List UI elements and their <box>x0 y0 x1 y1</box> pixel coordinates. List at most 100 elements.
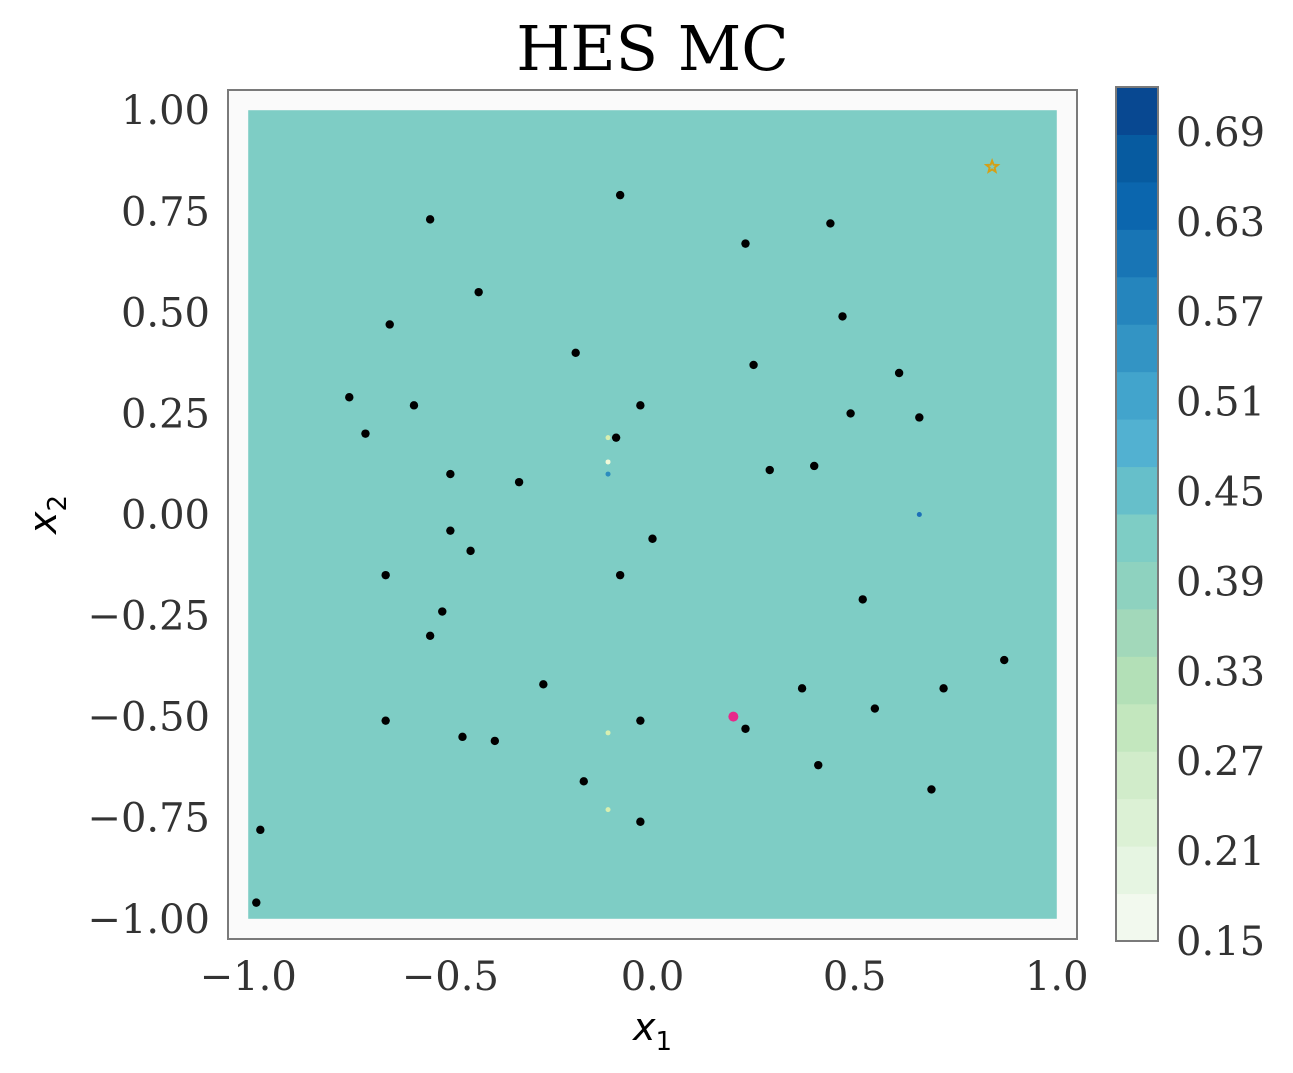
sample-point <box>870 704 880 713</box>
sample-point <box>838 312 847 321</box>
colorbar-tick-label: 0.51 <box>1176 380 1265 426</box>
colorbar-band <box>1116 419 1158 468</box>
field-artifact <box>605 459 611 465</box>
colorbar-tick-label: 0.45 <box>1176 470 1265 516</box>
field-artifacts <box>605 435 922 813</box>
sample-point <box>361 429 370 438</box>
sample-point <box>741 724 750 733</box>
field-artifact <box>605 730 611 736</box>
colorbar-band <box>1116 656 1158 705</box>
sample-point <box>252 898 261 907</box>
colorbar-tick-label: 0.15 <box>1176 919 1265 965</box>
y-axis-label: x2 <box>21 495 73 535</box>
sample-point <box>539 680 548 689</box>
colorbar-band <box>1116 134 1158 183</box>
sample-point <box>446 526 455 535</box>
colorbar-tick-label: 0.63 <box>1176 200 1265 246</box>
sample-point <box>894 368 904 378</box>
y-tick-label: 0.50 <box>121 290 210 336</box>
colorbar-frame <box>1115 86 1159 942</box>
sample-point <box>385 320 394 329</box>
chart-title: HES MC <box>516 12 788 85</box>
colorbar-tick-label: 0.27 <box>1176 739 1265 785</box>
sample-point <box>579 777 588 786</box>
y-tick-label: −0.75 <box>87 796 210 842</box>
sample-point <box>797 684 807 693</box>
sample-point <box>648 534 657 543</box>
colorbar-band <box>1116 87 1158 135</box>
sample-points <box>252 190 1009 907</box>
sample-point <box>814 760 823 770</box>
sample-point <box>765 465 774 475</box>
y-tick-label: −1.00 <box>87 897 210 943</box>
colorbar-band <box>1116 561 1158 610</box>
colorbar-ticks: 0.15 0.21 0.27 0.33 0.39 0.45 0.51 0.57 0.63 0.69 <box>1176 110 1265 965</box>
y-axis-ticks: 1.00 0.75 0.50 0.25 0.00 −0.25 −0.50 −0.75 −1.00 <box>87 88 210 943</box>
sample-point <box>636 817 645 826</box>
sample-point <box>1000 655 1009 665</box>
sample-point <box>615 570 625 580</box>
colorbar-band <box>1116 893 1158 942</box>
colorbar-band <box>1116 466 1158 515</box>
y-tick-label: 0.00 <box>121 493 210 539</box>
sample-point <box>636 716 645 725</box>
colorbar-band <box>1116 229 1158 278</box>
colorbar-bands <box>1116 87 1158 942</box>
sample-point <box>915 413 924 422</box>
colorbar-band <box>1116 371 1158 420</box>
colorbar-band <box>1116 324 1158 373</box>
sample-point <box>425 215 435 224</box>
x-axis-label-main: x <box>632 1005 656 1049</box>
x-tick-label: 1.0 <box>1025 954 1089 1000</box>
field-artifact <box>605 435 611 441</box>
sample-point <box>749 360 758 370</box>
x-tick-label: −0.5 <box>402 954 499 1000</box>
sample-point <box>810 461 819 471</box>
sample-point <box>381 570 390 580</box>
sample-point <box>636 401 645 410</box>
sample-point <box>438 607 447 616</box>
colorbar: 0.15 0.21 0.27 0.33 0.39 0.45 0.51 0.57 0.63 0.69 <box>1115 86 1265 965</box>
y-axis-label-group: x2 <box>21 495 73 535</box>
colorbar-tick-label: 0.57 <box>1176 290 1265 336</box>
sample-point <box>741 239 750 248</box>
sample-point <box>256 825 265 835</box>
sample-point <box>458 732 467 742</box>
sample-point <box>466 546 475 556</box>
sample-point <box>345 393 354 402</box>
colorbar-band <box>1116 276 1158 325</box>
colorbar-tick-label: 0.69 <box>1176 110 1265 156</box>
markers <box>728 158 1001 722</box>
sample-point <box>381 716 390 725</box>
highlight-point <box>728 711 739 722</box>
y-tick-label: −0.25 <box>87 594 210 640</box>
colorbar-band <box>1116 608 1158 657</box>
x-tick-label: 0.0 <box>621 954 685 1000</box>
sample-point <box>474 287 483 297</box>
sample-point <box>615 190 625 200</box>
colorbar-tick-label: 0.39 <box>1176 559 1265 605</box>
sample-point <box>514 477 524 487</box>
star-marker <box>983 158 1001 174</box>
sample-point <box>490 736 500 746</box>
colorbar-band <box>1116 703 1158 752</box>
colorbar-band <box>1116 798 1158 847</box>
sample-point <box>826 219 835 228</box>
sample-point <box>425 631 435 640</box>
y-axis-label-subscript: 2 <box>43 495 73 512</box>
y-tick-label: −0.50 <box>87 695 210 741</box>
sample-point <box>846 409 855 418</box>
sample-point <box>571 348 580 357</box>
y-tick-label: 0.75 <box>121 189 210 235</box>
sample-point <box>927 785 936 794</box>
colorbar-tick-label: 0.21 <box>1176 829 1265 875</box>
field-artifact <box>916 512 922 517</box>
colorbar-band <box>1116 514 1158 562</box>
colorbar-band <box>1116 181 1158 230</box>
sample-point <box>611 433 621 442</box>
colorbar-band <box>1116 846 1158 895</box>
x-axis-label: x1 <box>632 1005 672 1057</box>
sample-point <box>858 595 867 604</box>
x-tick-label: 0.5 <box>823 954 887 1000</box>
